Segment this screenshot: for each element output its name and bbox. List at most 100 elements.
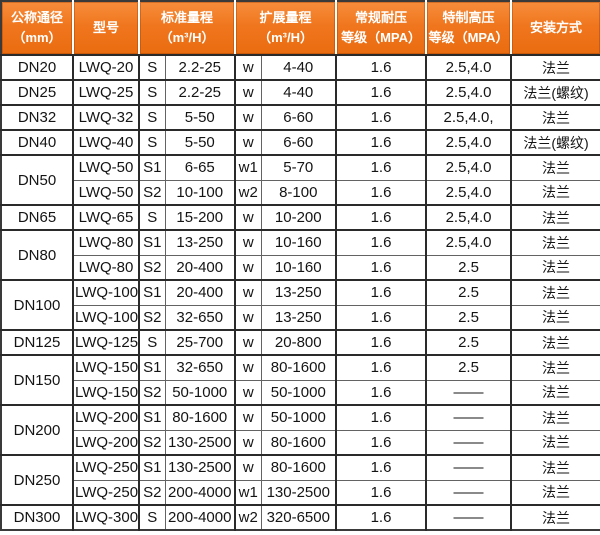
cell-extended-range: 10-160 [260,229,338,256]
cell-dn: DN40 [0,129,74,156]
table-row: LWQ-250 S2 200-4000 w1 130-2500 1.6 —— 法… [1,479,600,506]
cell-normal-pressure: 1.6 [335,54,428,81]
cell-installation: 法兰 [510,254,600,281]
cell-installation: 法兰 [510,479,600,506]
cell-installation: 法兰 [510,179,600,206]
cell-installation: 法兰 [510,229,600,256]
cell-extended-range: 5-70 [260,154,338,181]
column-header-model: 型号 [72,0,140,56]
cell-standard-range: 200-4000 [164,479,237,506]
cell-standard-range: 32-650 [164,354,237,381]
column-header-extended-range: 扩展量程 （m³/H） [234,0,338,56]
cell-extended-range: 10-200 [260,204,338,231]
cell-extended-range: 13-250 [260,304,338,331]
cell-model: LWQ-300 [72,504,140,531]
cell-extended-range: 80-1600 [260,354,338,381]
cell-normal-pressure: 1.6 [335,254,428,281]
cell-standard-range: 25-700 [164,329,237,356]
cell-w-code: w1 [234,479,262,506]
cell-dn: DN125 [0,329,74,356]
cell-standard-range: 80-1600 [164,404,237,431]
cell-high-pressure: —— [425,404,513,431]
cell-normal-pressure: 1.6 [335,429,428,456]
table-row: DN40 LWQ-40 S 5-50 w 6-60 1.6 2.5,4.0 法兰… [0,129,600,156]
cell-standard-range: 20-400 [164,254,237,281]
cell-s-code: S [138,204,166,231]
cell-normal-pressure: 1.6 [335,229,428,256]
cell-high-pressure: 2.5 [425,304,513,331]
cell-high-pressure: 2.5,4.0 [425,229,513,256]
table-row: DN32 LWQ-32 S 5-50 w 6-60 1.6 2.5,4.0, 法… [0,104,600,131]
cell-s-code: S [138,504,166,531]
cell-model: LWQ-100 [72,279,140,306]
cell-dn: DN65 [0,204,74,231]
cell-w-code: w [234,304,262,331]
cell-standard-range: 32-650 [164,304,237,331]
cell-normal-pressure: 1.6 [335,179,428,206]
cell-extended-range: 4-40 [260,54,338,81]
cell-extended-range: 50-1000 [260,379,338,406]
cell-installation: 法兰 [510,504,600,531]
cell-model: LWQ-200 [72,404,140,431]
cell-installation: 法兰 [510,354,600,381]
table-row: DN100 LWQ-100 S1 20-400 w 13-250 1.6 2.5… [0,279,600,331]
cell-w-code: w [234,279,262,306]
cell-high-pressure: 2.5 [425,329,513,356]
cell-s-code: S2 [138,254,166,281]
cell-w-code: w [234,254,262,281]
cell-extended-range: 13-250 [260,279,338,306]
cell-installation: 法兰 [510,304,600,331]
cell-normal-pressure: 1.6 [335,279,428,306]
table-row: LWQ-80 S2 20-400 w 10-160 1.6 2.5 法兰 [1,254,600,281]
cell-model: LWQ-25 [72,79,140,106]
cell-installation: 法兰 [510,379,600,406]
column-header-normal-pressure: 常规耐压 等级（MPA） [335,0,428,56]
cell-model: LWQ-40 [72,129,140,156]
cell-dn: DN32 [0,104,74,131]
cell-dn: DN20 [0,54,74,81]
cell-installation: 法兰 [510,454,600,481]
cell-w-code: w [234,104,262,131]
cell-w-code: w [234,204,262,231]
cell-model: LWQ-80 [72,229,140,256]
cell-model: LWQ-250 [72,454,140,481]
cell-normal-pressure: 1.6 [335,154,428,181]
cell-high-pressure: 2.5,4.0 [425,54,513,81]
cell-normal-pressure: 1.6 [335,504,428,531]
cell-w-code: w [234,454,262,481]
cell-standard-range: 5-50 [164,104,237,131]
cell-installation: 法兰 [510,204,600,231]
cell-model: LWQ-150 [72,379,140,406]
cell-high-pressure: 2.5,4.0 [425,129,513,156]
cell-w-code: w [234,54,262,81]
cell-model: LWQ-150 [72,354,140,381]
cell-model: LWQ-100 [72,304,140,331]
cell-standard-range: 20-400 [164,279,237,306]
cell-high-pressure: 2.5,4.0 [425,204,513,231]
cell-extended-range: 80-1600 [260,429,338,456]
cell-high-pressure: 2.5 [425,279,513,306]
cell-extended-range: 6-60 [260,129,338,156]
table-row: DN200 LWQ-200 S1 80-1600 w 50-1000 1.6 —… [0,404,600,456]
cell-extended-range: 80-1600 [260,454,338,481]
header-row: 公称通径 （mm） 型号 标准量程 （m³/H） 扩展量程 （m³/H） 常规耐… [0,0,600,56]
cell-normal-pressure: 1.6 [335,104,428,131]
cell-model: LWQ-200 [72,429,140,456]
cell-standard-range: 2.2-25 [164,54,237,81]
table-row: DN65 LWQ-65 S 15-200 w 10-200 1.6 2.5,4.… [0,204,600,231]
cell-model: LWQ-65 [72,204,140,231]
cell-extended-range: 20-800 [260,329,338,356]
cell-s-code: S1 [138,454,166,481]
cell-s-code: S2 [138,179,166,206]
cell-model: LWQ-32 [72,104,140,131]
cell-extended-range: 50-1000 [260,404,338,431]
cell-model: LWQ-50 [72,179,140,206]
cell-s-code: S1 [138,229,166,256]
cell-w-code: w [234,404,262,431]
cell-model: LWQ-20 [72,54,140,81]
cell-high-pressure: —— [425,429,513,456]
table-row: DN25 LWQ-25 S 2.2-25 w 4-40 1.6 2.5,4.0 … [0,79,600,106]
cell-dn: DN100 [0,279,74,331]
cell-high-pressure: 2.5,4.0 [425,79,513,106]
